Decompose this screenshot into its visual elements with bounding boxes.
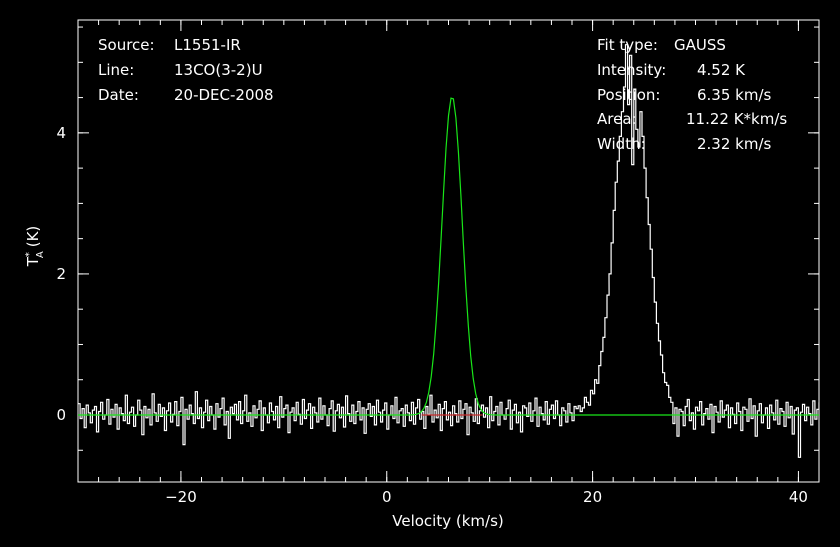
info-right: Fit type: GAUSS Intensity: 4.52 K Positi… [597, 36, 787, 153]
axes: −20 0 20 40 0 2 4 [56, 19, 820, 506]
info-right-label: Intensity: [597, 61, 666, 79]
y-tick-label: 2 [56, 265, 66, 283]
y-axis-label-sup: * [24, 252, 35, 257]
y-axis-label-sub: A [35, 251, 46, 258]
info-left-label: Source: [98, 36, 155, 54]
info-right-value: 4.52 K [697, 61, 746, 79]
x-tick-label: −20 [165, 488, 197, 506]
info-right-value: GAUSS [674, 36, 726, 54]
info-left-value: L1551-IR [174, 36, 241, 54]
x-axis-label: Velocity (km/s) [392, 512, 503, 530]
x-tick-label: 20 [583, 488, 602, 506]
y-axis-label-main: T [24, 256, 42, 267]
info-left: Source: L1551-IR Line: 13CO(3-2)U Date: … [98, 36, 274, 104]
series-layer [78, 44, 819, 458]
y-tick-label: 0 [56, 406, 66, 424]
y-axis-label-unit: (K) [24, 226, 42, 248]
svg-text:T*A(K): T*A (K) [24, 226, 46, 268]
info-right-label: Fit type: [597, 36, 658, 54]
info-right-label: Position: [597, 86, 660, 104]
info-left-label: Date: [98, 86, 139, 104]
x-tick-label: 0 [382, 488, 392, 506]
x-tick-label: 40 [789, 488, 808, 506]
gaussian-fit-line [78, 97, 819, 416]
info-left-value: 13CO(3-2)U [174, 61, 263, 79]
info-right-label: Area: [597, 110, 637, 128]
y-axis-label: T*A (K) [24, 226, 46, 268]
info-right-value: 6.35 km/s [697, 86, 772, 104]
spectrum-line [78, 44, 819, 458]
info-left-value: 20-DEC-2008 [174, 86, 274, 104]
info-right-value: 11.22 K*km/s [686, 110, 787, 128]
info-right-value: 2.32 km/s [697, 135, 772, 153]
info-right-label: Width: [597, 135, 646, 153]
y-tick-label: 4 [56, 124, 66, 142]
info-left-label: Line: [98, 61, 134, 79]
